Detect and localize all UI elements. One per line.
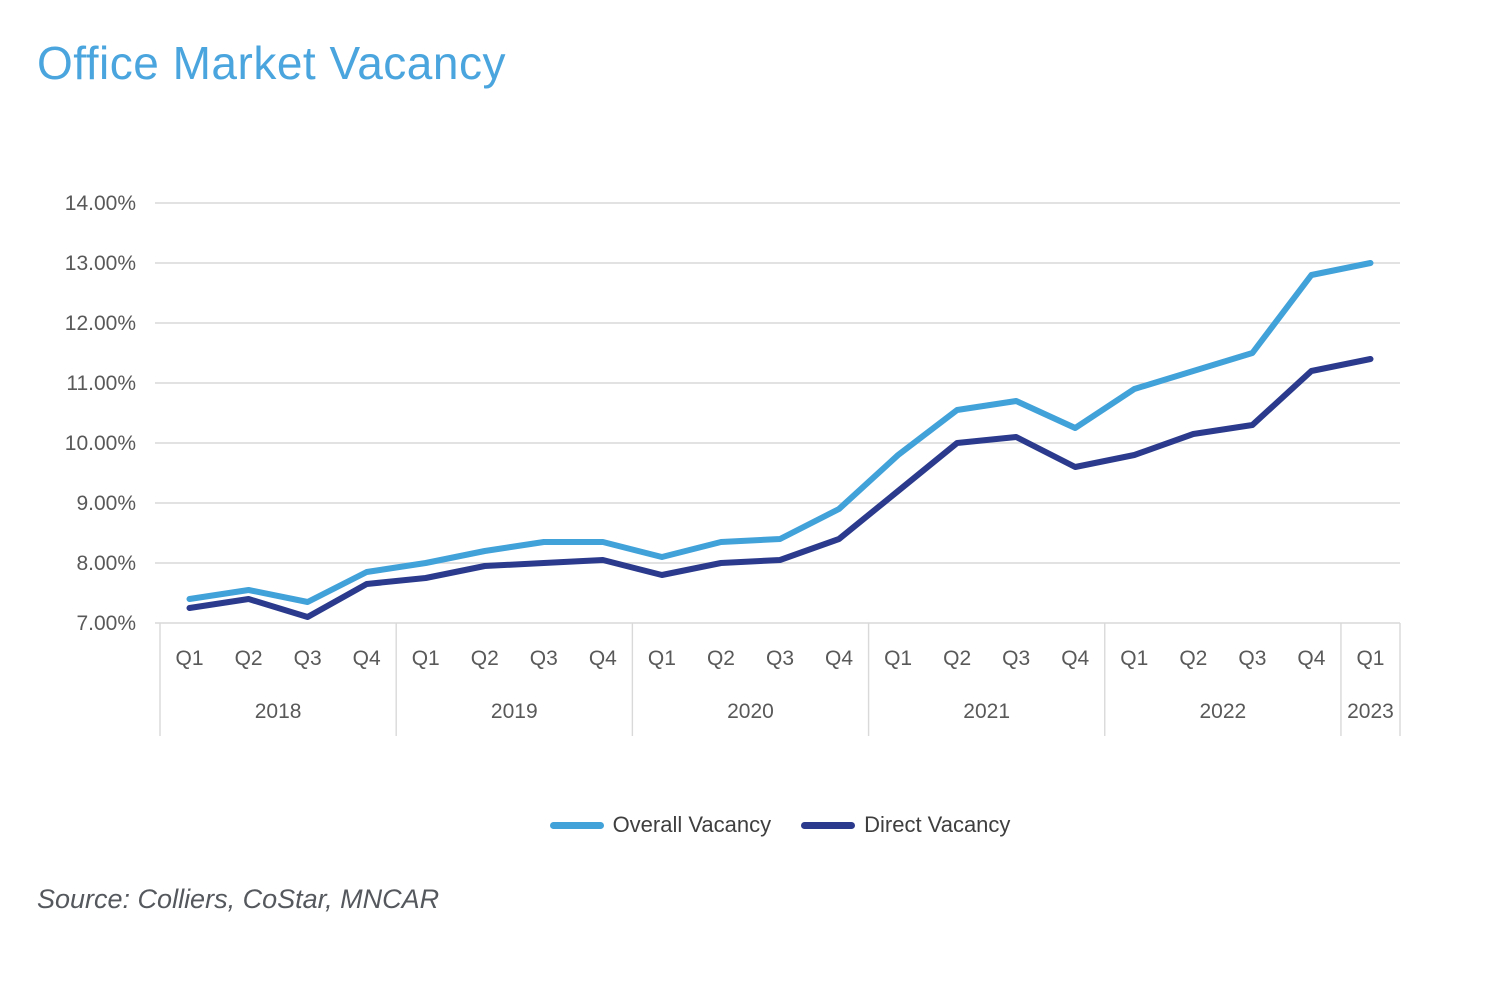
- overall-vacancy-swatch: [549, 821, 604, 829]
- x-axis-quarter-label: Q4: [353, 647, 381, 670]
- y-axis-tick-label: 14.00%: [65, 192, 136, 215]
- vacancy-line-chart: 14.00% 13.00% 12.00% 11.00% 10.00% 9.00% 8.00%…: [65, 192, 1401, 736]
- x-axis-quarter-label: Q1: [1120, 647, 1148, 670]
- y-axis-tick-label: 11.00%: [66, 372, 136, 395]
- x-axis-quarter-label: Q4: [1061, 647, 1089, 670]
- x-axis-quarter-label: Q4: [1297, 647, 1325, 670]
- x-axis-year-label: 2018: [255, 700, 302, 723]
- x-axis-quarter-label: Q3: [294, 647, 322, 670]
- y-axis-tick-label: 10.00%: [65, 432, 136, 455]
- x-axis-year-label: 2020: [727, 700, 774, 723]
- x-axis-quarter-label: Q1: [176, 647, 204, 670]
- x-axis-quarter-label: Q4: [825, 647, 853, 670]
- x-axis-quarter-label: Q3: [1002, 647, 1030, 670]
- x-axis-year-label: 2023: [1347, 700, 1394, 723]
- x-axis-quarter-label: Q2: [943, 647, 971, 670]
- overall-vacancy-line: [186, 260, 1374, 605]
- source-note: Source: Colliers, CoStar, MNCAR: [37, 884, 440, 914]
- x-axis-quarter-label: Q3: [766, 647, 794, 670]
- x-axis-year-label: 2022: [1199, 700, 1246, 723]
- page-title: Office Market Vacancy: [37, 37, 506, 89]
- x-axis-quarter-label: Q1: [648, 647, 676, 670]
- x-axis-year-label: 2021: [963, 700, 1010, 723]
- legend-item-direct-vacancy: Direct Vacancy: [801, 812, 1010, 838]
- x-axis-quarter-label: Q4: [589, 647, 617, 670]
- x-axis-quarter-label: Q1: [1356, 647, 1384, 670]
- direct-vacancy-line: [186, 356, 1374, 620]
- y-axis-tick-label: 13.00%: [65, 252, 136, 275]
- chart-legend: Overall Vacancy Direct Vacancy: [160, 812, 1400, 838]
- direct-vacancy-swatch: [801, 821, 856, 829]
- overall-vacancy-legend-label: Overall Vacancy: [612, 812, 772, 837]
- y-axis-tick-label: 8.00%: [76, 552, 136, 575]
- x-axis-year-label: 2019: [491, 700, 538, 723]
- x-axis-quarter-label: Q1: [884, 647, 912, 670]
- y-axis-tick-label: 7.00%: [76, 612, 136, 635]
- direct-vacancy-legend-label: Direct Vacancy: [864, 812, 1011, 837]
- y-axis-tick-label: 12.00%: [65, 312, 136, 335]
- x-axis-quarter-label: Q2: [235, 647, 263, 670]
- legend-item-overall-vacancy: Overall Vacancy: [549, 812, 772, 838]
- x-axis-quarter-label: Q2: [707, 647, 735, 670]
- x-axis-quarter-label: Q3: [1238, 647, 1266, 670]
- x-axis-quarter-label: Q2: [471, 647, 499, 670]
- x-axis-quarter-label: Q2: [1179, 647, 1207, 670]
- x-axis-quarter-label: Q3: [530, 647, 558, 670]
- y-axis-tick-label: 9.00%: [76, 492, 136, 515]
- x-axis-quarter-label: Q1: [412, 647, 440, 670]
